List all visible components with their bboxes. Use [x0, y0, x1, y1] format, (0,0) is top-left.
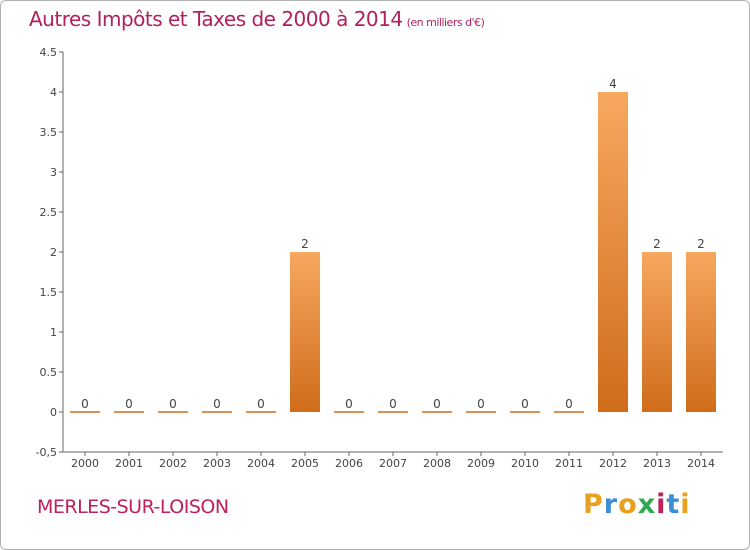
y-tick-label: 0.5: [40, 366, 58, 379]
bar: [598, 92, 628, 412]
x-tick-label: 2008: [423, 457, 451, 470]
x-tick-label: 2012: [599, 457, 627, 470]
data-label: 2: [697, 237, 705, 251]
logo-letter: P: [583, 489, 604, 520]
logo-letter: t: [666, 489, 681, 520]
logo-letter: o: [618, 489, 638, 520]
data-label: 0: [433, 397, 441, 411]
y-tick-label: 1: [50, 326, 57, 339]
x-tick-label: 2007: [379, 457, 407, 470]
x-tick-label: 2002: [159, 457, 187, 470]
logo-letter: x: [637, 489, 657, 520]
commune-name: MERLES-SUR-LOISON: [37, 496, 229, 518]
data-label: 0: [389, 397, 397, 411]
y-tick-label: 2.5: [40, 206, 58, 219]
y-tick-label: -0,5: [36, 446, 57, 459]
y-tick-label: 4: [50, 86, 57, 99]
logo-letter: i: [656, 489, 667, 520]
y-tick-label: 4.5: [40, 46, 58, 59]
data-label: 0: [125, 397, 133, 411]
x-tick-label: 2005: [291, 457, 319, 470]
data-label: 0: [521, 397, 529, 411]
data-label: 0: [213, 397, 221, 411]
data-label: 4: [609, 77, 617, 91]
data-label: 0: [169, 397, 177, 411]
x-tick-label: 2000: [71, 457, 99, 470]
x-tick-label: 2003: [203, 457, 231, 470]
logo-letter: r: [603, 489, 619, 520]
data-label: 0: [257, 397, 265, 411]
data-label: 0: [565, 397, 573, 411]
x-tick-label: 2011: [555, 457, 583, 470]
x-tick-label: 2001: [115, 457, 143, 470]
data-label: 0: [477, 397, 485, 411]
x-tick-label: 2006: [335, 457, 363, 470]
x-tick-label: 2004: [247, 457, 275, 470]
chart-subtitle: (en milliers d'€): [406, 16, 485, 29]
data-label: 2: [301, 237, 309, 251]
x-tick-label: 2010: [511, 457, 539, 470]
y-tick-label: 0: [50, 406, 57, 419]
data-label: 0: [81, 397, 89, 411]
data-label: 2: [653, 237, 661, 251]
y-tick-label: 3: [50, 166, 57, 179]
chart-title: Autres Impôts et Taxes de 2000 à 2014: [29, 7, 403, 31]
proxiti-logo[interactable]: Proxiti: [583, 489, 691, 520]
y-tick-label: 2: [50, 246, 57, 259]
x-tick-label: 2013: [643, 457, 671, 470]
bar: [642, 252, 672, 412]
x-tick-label: 2014: [687, 457, 715, 470]
y-tick-label: 1.5: [40, 286, 58, 299]
chart-title-line: Autres Impôts et Taxes de 2000 à 2014 (en…: [29, 7, 485, 31]
x-tick-label: 2009: [467, 457, 495, 470]
bar: [686, 252, 716, 412]
logo-letter: i: [680, 489, 691, 520]
bar: [290, 252, 320, 412]
data-label: 0: [345, 397, 353, 411]
y-tick-label: 3.5: [40, 126, 58, 139]
